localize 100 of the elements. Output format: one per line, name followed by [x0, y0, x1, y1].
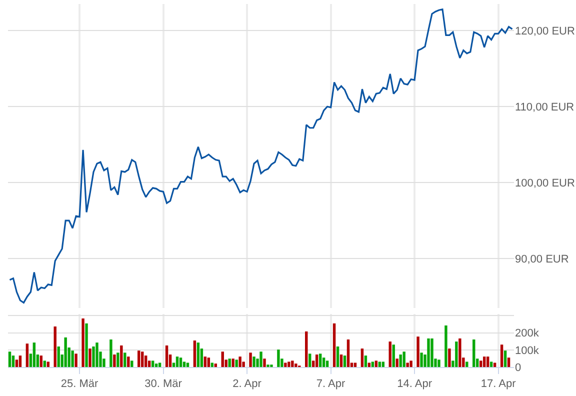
bar: [140, 352, 144, 367]
bar: [235, 360, 238, 367]
bar: [54, 326, 56, 367]
bar: [340, 354, 343, 367]
bar: [322, 358, 326, 367]
bar: [490, 362, 493, 367]
bar: [263, 358, 266, 367]
bar: [186, 362, 190, 367]
bar: [40, 356, 43, 367]
bar: [371, 362, 374, 367]
bar: [294, 364, 298, 367]
bar: [346, 339, 350, 367]
bar: [284, 362, 287, 367]
bar: [214, 364, 217, 367]
bar: [500, 344, 504, 367]
bar: [124, 352, 126, 367]
bar: [455, 342, 458, 367]
y-tick-label: 90,00 EUR: [515, 253, 569, 266]
bar: [32, 342, 36, 367]
bar: [193, 340, 196, 367]
bar: [15, 360, 18, 367]
bar: [196, 342, 200, 367]
bar: [138, 350, 140, 367]
bar: [343, 356, 346, 367]
bar: [144, 356, 148, 367]
bar: [374, 360, 378, 367]
bar: [399, 354, 402, 367]
y-tick-label: 110,00 EUR: [515, 101, 574, 114]
bar: [71, 350, 74, 367]
x-tick-label: 25. Mär: [60, 378, 99, 390]
bar: [64, 337, 67, 367]
bar: [116, 352, 120, 367]
bar: [82, 318, 84, 367]
bar: [326, 360, 329, 367]
bar: [179, 358, 182, 367]
bar: [360, 348, 364, 367]
bar: [113, 354, 116, 367]
bar: [74, 354, 78, 367]
bar: [378, 362, 382, 367]
bar: [396, 358, 398, 367]
bar: [438, 360, 440, 367]
bar: [315, 354, 318, 367]
bar: [479, 360, 482, 367]
bar: [221, 352, 224, 367]
bar: [12, 356, 15, 367]
bar: [444, 325, 448, 367]
bar: [260, 352, 262, 367]
bar: [336, 346, 340, 367]
x-tick-label: 30. Mär: [144, 378, 182, 390]
bar: [382, 362, 384, 367]
bar: [332, 323, 336, 367]
bar: [420, 352, 423, 367]
bar: [364, 356, 368, 367]
bar: [392, 344, 395, 367]
bar: [57, 346, 60, 367]
bar: [482, 356, 486, 367]
bar: [110, 339, 112, 367]
bar: [151, 360, 154, 367]
y-tick-label: 100,00 EUR: [515, 177, 575, 190]
x-tick-label: 2. Apr: [232, 378, 262, 390]
bar: [277, 350, 280, 367]
bar: [458, 338, 462, 367]
line-series: [8, 8, 514, 304]
bar: [26, 344, 29, 367]
bar: [165, 345, 168, 367]
bar: [158, 362, 162, 367]
bar: [182, 362, 186, 367]
bar: [410, 360, 412, 367]
bar: [8, 352, 12, 367]
bar: [318, 354, 322, 367]
x-tick-label: 7. Apr: [316, 378, 346, 390]
bar: [207, 358, 210, 367]
bar: [43, 360, 46, 367]
bar: [308, 354, 312, 367]
bar: [427, 338, 430, 367]
x-tick-label: 17. Apr: [480, 378, 516, 390]
bar: [204, 356, 207, 367]
bar: [507, 358, 510, 367]
bar: [249, 352, 252, 367]
y-tick-label: 100k: [515, 344, 540, 357]
bar: [288, 362, 290, 367]
y-tick-label: 0: [515, 362, 522, 374]
bar: [406, 362, 409, 367]
bar: [402, 352, 406, 367]
bar: [466, 362, 468, 367]
bar: [127, 356, 130, 367]
bar: [92, 346, 95, 367]
y-tick-label: 200k: [515, 328, 540, 340]
bar: [368, 362, 371, 367]
bar: [18, 356, 22, 367]
bar: [486, 356, 490, 367]
bar: [88, 348, 92, 367]
bar: [228, 358, 231, 367]
bar: [430, 338, 434, 367]
bar: [96, 342, 98, 367]
x-tick-label: 14. Apr: [397, 378, 432, 390]
bar: [305, 331, 308, 367]
bar: [388, 342, 392, 367]
bar: [448, 348, 451, 367]
bar: [493, 362, 496, 367]
